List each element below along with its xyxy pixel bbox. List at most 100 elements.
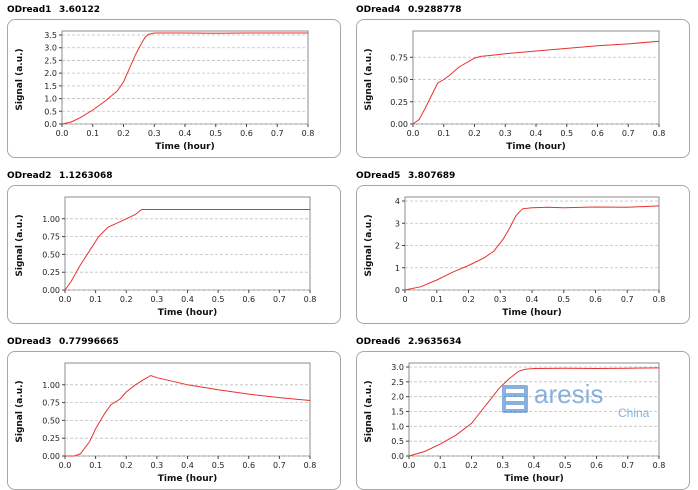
- x-axis-label: Time (hour): [506, 142, 566, 152]
- series-line: [408, 367, 660, 457]
- chart-odread3: 0.00 0.25 0.50 0.75 1.00 0.0 0.1 0.2 0.3 0.4 0.5 0.…: [15, 362, 316, 484]
- x-tick-label: 0.1: [437, 129, 450, 138]
- plot-frame: [408, 362, 660, 457]
- x-tick-label: 0.4: [181, 461, 194, 470]
- x-tick-label: 0.6: [240, 129, 253, 138]
- y-tick-label: 3.5: [44, 31, 57, 40]
- channel-name: ODread3: [7, 337, 52, 347]
- channel-name: ODread5: [356, 171, 401, 181]
- chart-odread5: 0 1 2 3 4 0 0.1 0.2 0.3 0.4 0.5 0.6 0.7 0.8 Time (hour…: [364, 196, 666, 318]
- channel-name: ODread2: [7, 171, 52, 181]
- y-tick-label: 3.0: [44, 44, 57, 53]
- y-tick-label: 2: [395, 242, 400, 251]
- x-tick-label: 0: [402, 295, 407, 304]
- x-tick-label: 0.8: [302, 129, 315, 138]
- channel-reading: 0.9288778: [408, 5, 462, 15]
- x-tick-label: 0.5: [209, 129, 222, 138]
- y-tick-label: 1.0: [44, 95, 57, 104]
- x-tick-label: 0.1: [430, 295, 443, 304]
- x-tick-label: 0.5: [560, 129, 573, 138]
- panel-header: ODread1 3.60122: [7, 5, 100, 19]
- x-tick-label: 0.4: [526, 295, 539, 304]
- channel-reading: 2.9635634: [408, 337, 462, 347]
- x-axis-label: Time (hour): [155, 142, 215, 152]
- y-tick-label: 0.75: [42, 399, 60, 408]
- x-tick-label: 0.7: [621, 295, 634, 304]
- x-tick-label: 0.4: [181, 295, 194, 304]
- chart-odread4: 0.00 0.25 0.50 0.75 0.0 0.1 0.2 0.3 0.4 0.5 0.6 0.7…: [364, 30, 666, 152]
- x-tick-label: 0.5: [212, 295, 225, 304]
- x-tick-label: 0.5: [557, 295, 570, 304]
- y-tick-label: 1.5: [44, 82, 57, 91]
- y-tick-label: 2.5: [391, 378, 404, 387]
- y-tick-label: 0.0: [391, 452, 404, 461]
- x-axis-label: Time (hour): [504, 474, 564, 484]
- plot-frame: [61, 30, 309, 125]
- plot-frame: [64, 362, 311, 457]
- series-line: [404, 205, 660, 291]
- x-tick-label: 0.4: [179, 129, 192, 138]
- series-line: [64, 209, 310, 291]
- x-tick-label: 0.2: [465, 461, 478, 470]
- chart-odread2: 0.00 0.25 0.50 0.75 1.00 0.0 0.1 0.2 0.3 0.4 0.5 0.…: [15, 196, 317, 318]
- plot-frame: [412, 30, 660, 125]
- chart-box: 0.00 0.25 0.50 0.75 1.00 0.0 0.1 0.2 0.3 0.4 0.5 0.…: [7, 351, 341, 490]
- watermark-brand: aresis: [534, 379, 603, 409]
- x-tick-label: 0.6: [591, 129, 604, 138]
- y-axis-label: Signal (a.u.): [15, 48, 25, 110]
- plot-frame: [64, 196, 311, 291]
- y-tick-label: 0.50: [390, 76, 408, 85]
- y-tick-label: 0.0: [44, 120, 57, 129]
- x-tick-label: 0.8: [653, 461, 666, 470]
- x-axis-label: Time (hour): [158, 474, 218, 484]
- x-tick-label: 0.2: [120, 461, 133, 470]
- x-tick-label: 0.7: [273, 295, 286, 304]
- channel-name: ODread4: [356, 5, 401, 15]
- y-tick-label: 1.5: [391, 408, 404, 417]
- x-tick-label: 0.0: [56, 129, 69, 138]
- channel-reading: 1.1263068: [59, 171, 113, 181]
- x-axis-label: Time (hour): [158, 308, 218, 318]
- y-tick-label: 0.5: [391, 437, 404, 446]
- x-tick-label: 0.7: [271, 129, 284, 138]
- aresis-logo-mark: aresis China: [502, 379, 650, 420]
- series-line: [65, 374, 311, 457]
- y-tick-label: 0.25: [42, 268, 60, 277]
- y-tick-label: 2.0: [391, 393, 404, 402]
- y-tick-label: 3.0: [391, 363, 404, 372]
- x-tick-label: 0.8: [653, 295, 666, 304]
- x-tick-label: 0.1: [86, 129, 99, 138]
- series-line: [61, 32, 308, 125]
- y-tick-label: 4: [395, 197, 400, 206]
- y-tick-label: 1.0: [391, 422, 404, 431]
- y-tick-label: 0: [395, 286, 400, 295]
- y-tick-label: 0.25: [390, 98, 408, 107]
- x-tick-label: 0.7: [621, 461, 634, 470]
- y-tick-label: 2.0: [44, 69, 57, 78]
- x-tick-label: 0.7: [273, 461, 286, 470]
- panel-header: ODread3 0.77996665: [7, 337, 119, 351]
- panel-header: ODread2 1.1263068: [7, 171, 113, 185]
- y-axis-label: Signal (a.u.): [364, 48, 374, 110]
- channel-reading: 0.77996665: [59, 337, 119, 347]
- chart-box: 0.0 0.5 1.0 1.5 2.0 2.5 3.0 0.0 0.1 0.2 0.3 0.4 0.5 0…: [356, 351, 690, 490]
- plot-frame: [404, 196, 660, 291]
- chart-box: 0.00 0.25 0.50 0.75 1.00 0.0 0.1 0.2 0.3 0.4 0.5 0.…: [7, 185, 341, 324]
- x-tick-label: 0.8: [653, 129, 666, 138]
- x-tick-label: 0.3: [151, 461, 164, 470]
- chart-box: 0.0 0.5 1.0 1.5 2.0 2.5 3.0 3.5 0.0 0.1 0.2 0.3 0.4 0…: [7, 19, 341, 158]
- chart-box: 0.00 0.25 0.50 0.75 0.0 0.1 0.2 0.3 0.4 0.5 0.6 0.7…: [356, 19, 690, 158]
- x-tick-label: 0.0: [59, 295, 72, 304]
- chart-box: 0 1 2 3 4 0 0.1 0.2 0.3 0.4 0.5 0.6 0.7 0.8 Time (hour…: [356, 185, 690, 324]
- y-tick-label: 0.00: [42, 452, 60, 461]
- x-tick-label: 0.3: [148, 129, 161, 138]
- y-tick-label: 1.00: [42, 381, 60, 390]
- watermark-sub: China: [618, 406, 650, 419]
- x-tick-label: 0.4: [528, 461, 541, 470]
- x-tick-label: 0.2: [462, 295, 475, 304]
- y-tick-label: 0.5: [44, 107, 57, 116]
- aresis-watermark-logo: aresis China: [500, 377, 670, 420]
- channel-name: ODread1: [7, 5, 52, 15]
- x-tick-label: 0.8: [304, 295, 317, 304]
- y-tick-label: 0.50: [42, 250, 60, 259]
